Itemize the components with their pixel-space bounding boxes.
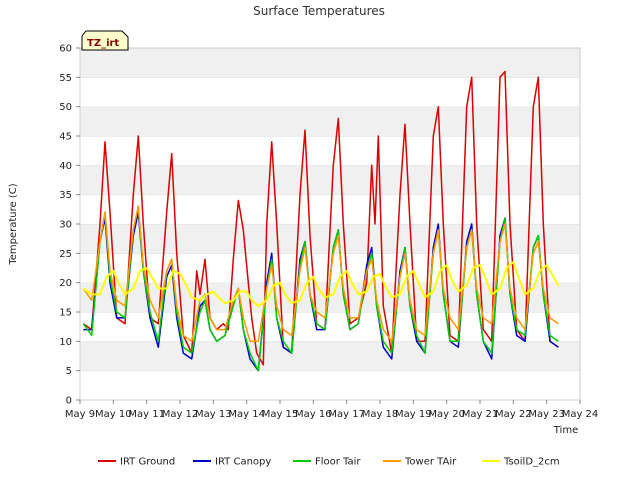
chart-title: Surface Temperatures (253, 4, 385, 18)
x-tick-label: May 9 (65, 409, 95, 420)
grid-band (80, 136, 580, 166)
x-tick-label: May 12 (162, 409, 199, 420)
grid-band (80, 312, 580, 342)
y-tick-label: 0 (66, 396, 72, 407)
legend-label: Tower TAir (404, 457, 457, 468)
x-tick-label: May 19 (395, 409, 432, 420)
legend-label: IRT Canopy (215, 457, 271, 468)
y-tick-label: 30 (59, 220, 72, 231)
y-tick-label: 20 (59, 278, 72, 289)
y-tick-label: 40 (59, 161, 72, 172)
y-axis-label: Temperature (C) (8, 183, 19, 265)
x-axis-label: Time (553, 425, 578, 436)
grid-band (80, 106, 580, 136)
x-tick-label: May 17 (328, 409, 365, 420)
y-tick-label: 15 (59, 308, 72, 319)
x-tick-label: May 24 (562, 409, 599, 420)
x-tick-label: May 21 (462, 409, 499, 420)
legend-label: IRT Ground (120, 457, 175, 468)
x-tick-label: May 10 (95, 409, 132, 420)
y-tick-label: 50 (59, 102, 72, 113)
y-tick-label: 60 (59, 44, 72, 55)
legend: IRT Ground IRT Canopy Floor Tair Tower TAir… (98, 457, 560, 468)
x-tick-label: May 14 (228, 409, 265, 420)
series-line-tsoild-2cm (82, 261, 560, 308)
grid-band (80, 165, 580, 195)
legend-label: Floor Tair (315, 457, 361, 468)
y-axis: 0 5 10 15 20 25 30 35 40 45 50 55 60 (59, 44, 80, 407)
x-tick-label: May 15 (262, 409, 299, 420)
badge-shape (81, 30, 129, 51)
x-tick-label: May 11 (128, 409, 165, 420)
series-lines (82, 70, 560, 372)
x-tick-label: May 16 (295, 409, 332, 420)
x-tick-label: May 22 (495, 409, 532, 420)
y-tick-label: 10 (59, 337, 72, 348)
legend-label: TsoilD_2cm (503, 457, 560, 468)
y-tick-label: 45 (59, 132, 72, 143)
x-tick-label: May 23 (528, 409, 565, 420)
series-line-irt-ground (82, 70, 559, 366)
y-tick-label: 35 (59, 190, 72, 201)
grid-band (80, 77, 580, 107)
y-tick-label: 55 (59, 73, 72, 84)
y-tick-label: 25 (59, 249, 72, 260)
grid-band (80, 370, 580, 400)
x-tick-label: May 20 (428, 409, 465, 420)
station-badge: TZ_irt (81, 30, 129, 51)
grid-band (80, 48, 580, 78)
grid-band (80, 341, 580, 371)
y-tick-label: 5 (66, 366, 72, 377)
x-tick-label: May 18 (362, 409, 399, 420)
badge-label: TZ_irt (87, 38, 119, 49)
x-tick-label: May 13 (195, 409, 232, 420)
series-line-tower-tair (82, 205, 559, 343)
